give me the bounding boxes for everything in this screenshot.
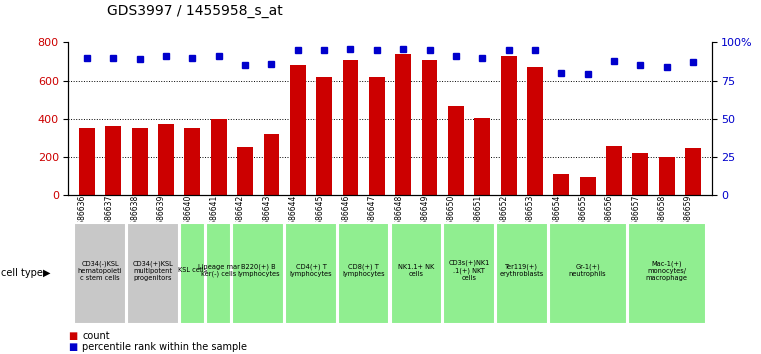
Text: CD3s(+)NK1
.1(+) NKT
cells: CD3s(+)NK1 .1(+) NKT cells bbox=[448, 260, 489, 281]
Bar bbox=[290, 65, 306, 195]
Bar bbox=[632, 153, 648, 195]
Bar bbox=[448, 105, 463, 195]
Bar bbox=[474, 118, 490, 195]
Text: Gr-1(+)
neutrophils: Gr-1(+) neutrophils bbox=[569, 264, 607, 277]
Text: GSM686645: GSM686645 bbox=[315, 195, 324, 241]
Text: GSM686643: GSM686643 bbox=[263, 195, 272, 241]
Text: GSM686652: GSM686652 bbox=[500, 195, 508, 241]
Bar bbox=[659, 156, 675, 195]
Text: GSM686655: GSM686655 bbox=[578, 195, 587, 241]
Bar bbox=[553, 174, 569, 195]
FancyBboxPatch shape bbox=[75, 223, 126, 324]
Bar bbox=[342, 59, 358, 195]
Bar bbox=[184, 128, 200, 195]
Text: GSM686641: GSM686641 bbox=[210, 195, 218, 241]
Text: NK1.1+ NK
cells: NK1.1+ NK cells bbox=[398, 264, 435, 277]
Text: GSM686650: GSM686650 bbox=[447, 195, 456, 241]
FancyBboxPatch shape bbox=[390, 223, 442, 324]
Bar bbox=[501, 56, 517, 195]
FancyBboxPatch shape bbox=[232, 223, 284, 324]
Text: ■: ■ bbox=[68, 331, 78, 341]
Text: CD4(+) T
lymphocytes: CD4(+) T lymphocytes bbox=[290, 264, 333, 277]
Text: ▶: ▶ bbox=[43, 268, 50, 278]
Bar bbox=[317, 77, 332, 195]
Text: GSM686654: GSM686654 bbox=[552, 195, 562, 241]
FancyBboxPatch shape bbox=[549, 223, 626, 324]
FancyBboxPatch shape bbox=[338, 223, 390, 324]
FancyBboxPatch shape bbox=[206, 223, 231, 324]
Text: GSM686637: GSM686637 bbox=[104, 195, 113, 241]
FancyBboxPatch shape bbox=[496, 223, 548, 324]
Text: GDS3997 / 1455958_s_at: GDS3997 / 1455958_s_at bbox=[107, 4, 282, 18]
Text: GSM686659: GSM686659 bbox=[684, 195, 693, 241]
Bar bbox=[395, 54, 411, 195]
Text: Ter119(+)
erythroblasts: Ter119(+) erythroblasts bbox=[500, 264, 544, 277]
Text: Mac-1(+)
monocytes/
macrophage: Mac-1(+) monocytes/ macrophage bbox=[646, 260, 688, 281]
Text: GSM686657: GSM686657 bbox=[632, 195, 640, 241]
Text: ■: ■ bbox=[68, 342, 78, 352]
FancyBboxPatch shape bbox=[285, 223, 337, 324]
FancyBboxPatch shape bbox=[127, 223, 179, 324]
Bar bbox=[422, 59, 438, 195]
Bar bbox=[606, 145, 622, 195]
Text: GSM686649: GSM686649 bbox=[421, 195, 429, 241]
Text: GSM686646: GSM686646 bbox=[342, 195, 351, 241]
Text: percentile rank within the sample: percentile rank within the sample bbox=[82, 342, 247, 352]
FancyBboxPatch shape bbox=[443, 223, 495, 324]
Text: KSL cells: KSL cells bbox=[178, 268, 207, 273]
Text: GSM686658: GSM686658 bbox=[658, 195, 667, 241]
Bar bbox=[158, 124, 174, 195]
Bar bbox=[580, 177, 596, 195]
Text: GSM686640: GSM686640 bbox=[183, 195, 193, 241]
Text: GSM686642: GSM686642 bbox=[236, 195, 245, 241]
Text: GSM686639: GSM686639 bbox=[157, 195, 166, 241]
FancyBboxPatch shape bbox=[180, 223, 205, 324]
Text: CD34(-)KSL
hematopoieti
c stem cells: CD34(-)KSL hematopoieti c stem cells bbox=[78, 260, 123, 281]
Text: count: count bbox=[82, 331, 110, 341]
Bar bbox=[79, 129, 95, 195]
FancyBboxPatch shape bbox=[628, 223, 705, 324]
Bar bbox=[685, 148, 701, 195]
Bar bbox=[237, 147, 253, 195]
Bar bbox=[263, 134, 279, 195]
Bar bbox=[211, 119, 227, 195]
Text: GSM686648: GSM686648 bbox=[394, 195, 403, 241]
Text: Lineage mar
ker(-) cells: Lineage mar ker(-) cells bbox=[198, 264, 240, 277]
Text: B220(+) B
lymphocytes: B220(+) B lymphocytes bbox=[237, 264, 279, 277]
Text: CD34(+)KSL
multipotent
progenitors: CD34(+)KSL multipotent progenitors bbox=[132, 260, 174, 281]
Text: GSM686638: GSM686638 bbox=[131, 195, 140, 241]
Bar bbox=[105, 126, 121, 195]
Bar bbox=[369, 77, 385, 195]
Text: GSM686636: GSM686636 bbox=[78, 195, 87, 241]
Text: cell type: cell type bbox=[1, 268, 43, 278]
Bar bbox=[132, 129, 148, 195]
Text: CD8(+) T
lymphocytes: CD8(+) T lymphocytes bbox=[342, 264, 385, 277]
Text: GSM686653: GSM686653 bbox=[526, 195, 535, 241]
Bar bbox=[527, 67, 543, 195]
Text: GSM686656: GSM686656 bbox=[605, 195, 614, 241]
Text: GSM686644: GSM686644 bbox=[288, 195, 298, 241]
Text: GSM686647: GSM686647 bbox=[368, 195, 377, 241]
Text: GSM686651: GSM686651 bbox=[473, 195, 482, 241]
